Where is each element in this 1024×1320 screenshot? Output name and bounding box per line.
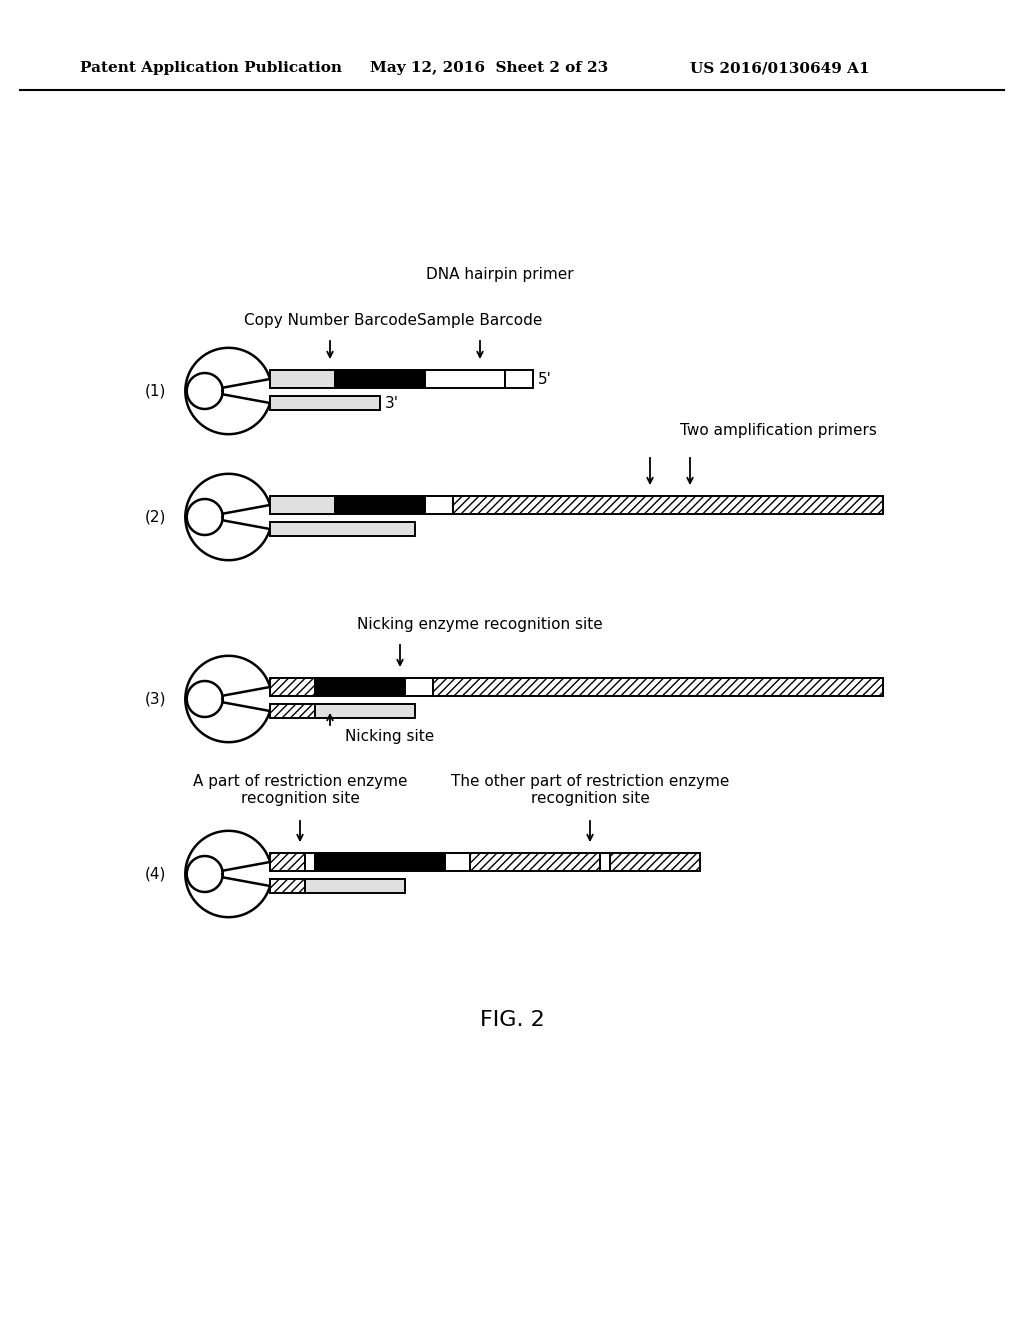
Text: (2): (2) <box>144 510 166 524</box>
Bar <box>270 704 315 718</box>
Text: (4): (4) <box>144 866 166 882</box>
Bar <box>270 496 335 513</box>
Text: (3): (3) <box>144 692 166 706</box>
Bar <box>505 370 534 388</box>
Text: DNA hairpin primer: DNA hairpin primer <box>426 268 573 282</box>
Bar <box>270 396 380 411</box>
Text: Nicking enzyme recognition site: Nicking enzyme recognition site <box>357 618 603 632</box>
Bar <box>453 496 883 513</box>
Text: Nicking site: Nicking site <box>345 729 434 743</box>
Text: The other part of restriction enzyme
recognition site: The other part of restriction enzyme rec… <box>451 774 729 807</box>
Text: Patent Application Publication: Patent Application Publication <box>80 61 342 75</box>
Bar <box>305 853 315 871</box>
Text: (1): (1) <box>144 384 166 399</box>
Bar <box>315 678 406 696</box>
Bar <box>270 521 415 536</box>
Bar <box>406 678 433 696</box>
Text: 3': 3' <box>385 396 399 411</box>
Bar <box>270 678 315 696</box>
Bar <box>425 370 505 388</box>
Text: 5': 5' <box>538 371 552 387</box>
Bar <box>315 704 415 718</box>
Bar <box>270 853 305 871</box>
Bar <box>335 496 425 513</box>
Text: Sample Barcode: Sample Barcode <box>418 313 543 327</box>
Bar <box>433 678 883 696</box>
Text: Copy Number Barcode: Copy Number Barcode <box>244 313 417 327</box>
Bar <box>335 370 425 388</box>
Bar <box>270 370 335 388</box>
Bar <box>470 853 600 871</box>
Bar <box>425 496 453 513</box>
Bar <box>610 853 700 871</box>
Bar <box>600 853 610 871</box>
Text: US 2016/0130649 A1: US 2016/0130649 A1 <box>690 61 869 75</box>
Bar <box>315 853 445 871</box>
Text: FIG. 2: FIG. 2 <box>479 1010 545 1030</box>
Text: Two amplification primers: Two amplification primers <box>680 422 877 437</box>
Bar <box>270 879 305 894</box>
Bar <box>305 879 406 894</box>
Text: A part of restriction enzyme
recognition site: A part of restriction enzyme recognition… <box>193 774 408 807</box>
Bar <box>445 853 470 871</box>
Text: May 12, 2016  Sheet 2 of 23: May 12, 2016 Sheet 2 of 23 <box>370 61 608 75</box>
